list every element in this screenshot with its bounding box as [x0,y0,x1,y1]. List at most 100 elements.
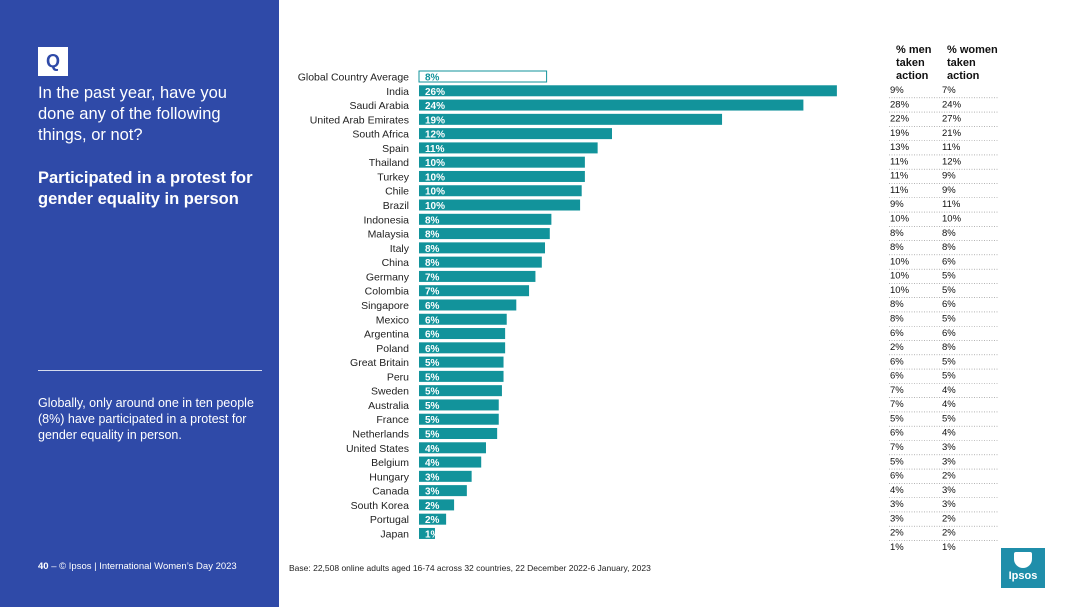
category-label: Singapore [361,300,409,312]
women-value: 3% [942,442,956,453]
category-label: Brazil [383,200,409,212]
men-value: 11% [890,185,909,196]
men-value: 9% [890,85,904,96]
men-value: 3% [890,513,904,524]
bar [419,399,499,411]
bar-value-label: 10% [425,201,445,212]
bar [419,442,486,454]
base-note: Base: 22,508 online adults aged 16-74 ac… [289,563,651,573]
category-label: France [376,414,409,426]
women-value: 12% [942,156,962,167]
bar [419,385,502,397]
category-label: Thailand [369,157,409,169]
bar-value-label: 19% [425,115,445,126]
bar [419,328,506,340]
bar [419,113,723,125]
bar [419,456,482,468]
women-value: 27% [942,114,962,125]
category-label: Australia [368,400,409,412]
women-value: 6% [942,256,956,267]
category-label: South Africa [352,129,409,141]
men-value: 28% [890,99,910,110]
sidebar-divider [38,370,262,371]
summary-text: Globally, only around one in ten people … [38,396,254,442]
women-value: 6% [942,328,956,339]
bar [419,413,499,425]
women-header-line: % women [947,44,998,56]
men-header-line: taken [896,57,925,69]
men-value: 10% [890,285,910,296]
category-label: Chile [385,186,409,198]
bar-value-label: 8% [425,215,440,226]
men-value: 4% [890,485,904,496]
men-value: 9% [890,199,904,210]
category-label: Indonesia [363,214,409,226]
women-value: 6% [942,299,956,310]
men-value: 19% [890,128,910,139]
category-label: Spain [382,143,409,155]
copyright-text: – © Ipsos | International Women’s Day 20… [48,561,237,572]
men-value: 5% [890,456,904,467]
bar-value-label: 8% [425,258,440,269]
men-header-line: action [896,70,929,82]
men-value: 22% [890,114,910,125]
logo-text: Ipsos [1008,570,1038,582]
men-value: 10% [890,214,910,225]
men-value: 6% [890,356,904,367]
bar [419,213,552,225]
bar-value-label: 5% [425,401,440,412]
women-value: 1% [942,542,956,553]
women-value: 8% [942,342,956,353]
women-value: 11% [942,142,961,153]
bar [419,299,517,311]
women-value: 4% [942,428,956,439]
women-value: 8% [942,228,956,239]
bar-value-label: 8% [425,73,440,84]
men-value: 8% [890,228,904,239]
category-label: China [382,257,410,269]
women-value: 4% [942,399,956,410]
category-label: South Korea [351,500,410,512]
bar-value-label: 7% [425,287,440,298]
bar [419,185,582,197]
bar [419,156,585,168]
bar [419,85,837,97]
bar [419,485,467,497]
bar-value-label: 6% [425,315,440,326]
bar [419,270,536,282]
bar-value-label: 6% [425,301,440,312]
category-label: Germany [366,271,410,283]
women-value: 10% [942,214,962,225]
men-value: 11% [890,171,909,182]
category-label: Turkey [377,171,409,183]
men-value: 7% [890,399,904,410]
category-label: Mexico [376,314,409,326]
bar [419,356,504,368]
bar [419,470,472,482]
category-label: United States [346,443,409,455]
category-label: Canada [372,486,409,498]
bar-value-label: 5% [425,387,440,398]
category-label: Sweden [371,386,409,398]
subquestion-text: Participated in a protest for gender equ… [38,169,253,208]
women-value: 5% [942,271,956,282]
men-value: 6% [890,471,904,482]
category-label: Hungary [369,471,409,483]
men-value: 11% [890,156,909,167]
men-value: 5% [890,413,904,424]
category-label: Colombia [365,286,410,298]
women-header-line: taken [947,57,976,69]
category-label: Japan [380,528,409,540]
bar [419,342,506,354]
women-value: 3% [942,485,956,496]
men-header-line: % men [896,44,932,56]
women-value: 11% [942,199,961,210]
bar [419,313,507,325]
ipsos-logo: Ipsos [1001,548,1045,588]
women-value: 24% [942,99,962,110]
men-value: 10% [890,256,910,267]
men-value: 7% [890,442,904,453]
bar-value-label: 6% [425,344,440,355]
category-label: Malaysia [368,229,410,241]
